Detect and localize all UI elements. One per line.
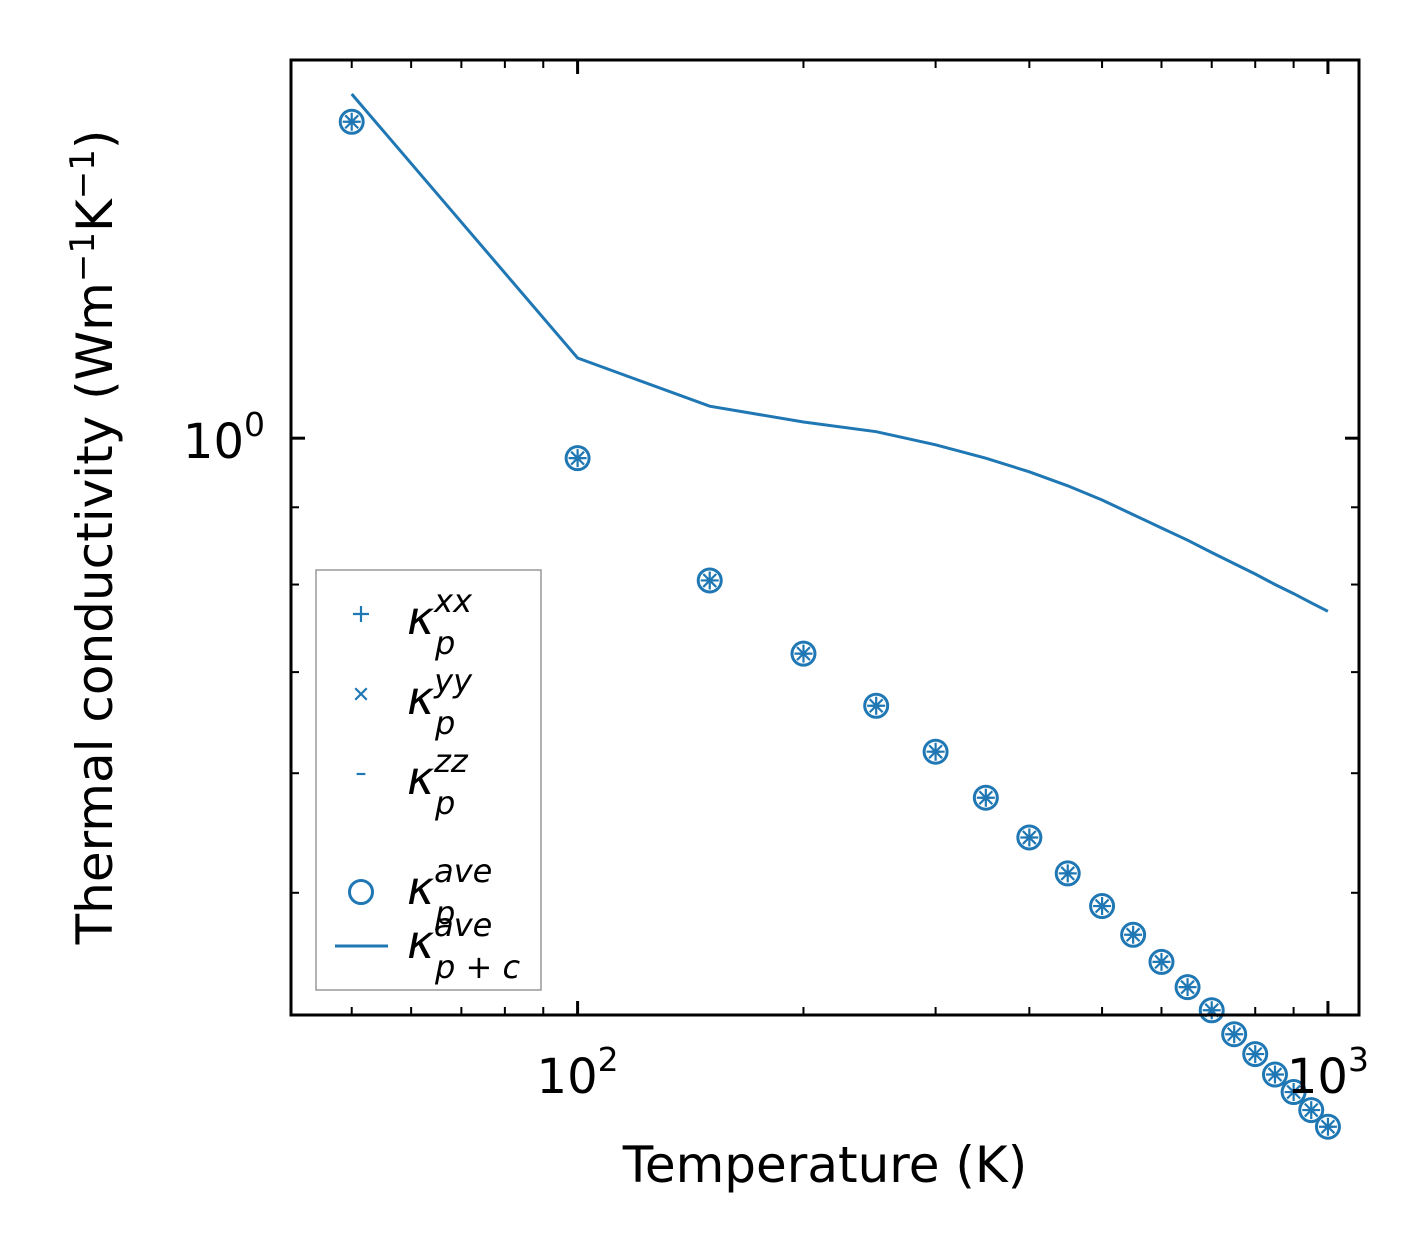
marker-kp_ave — [1221, 1021, 1248, 1048]
x-tick-label-base: 10 — [537, 1049, 598, 1105]
legend-label-sup: yy — [433, 662, 473, 700]
marker-kp_ave — [1089, 893, 1116, 920]
legend-label-base: κ — [407, 915, 434, 969]
marker-kp_ave — [1242, 1041, 1269, 1068]
marker-kp_ave — [696, 567, 723, 594]
legend-symbol — [354, 687, 368, 701]
legend-label: κave p + c — [407, 906, 520, 986]
legend-label-sub: p — [434, 894, 455, 932]
marker-kp_ave — [1054, 860, 1081, 887]
y-axis-label-close: ) — [66, 130, 124, 150]
series-kpc_ave — [350, 93, 1329, 613]
marker-kp_ave — [1016, 824, 1043, 851]
legend-label-sup: xx — [433, 582, 473, 620]
data-series — [338, 93, 1341, 1140]
series-line-kpc_ave — [350, 93, 1329, 613]
legend-label-base: κ — [407, 591, 434, 645]
marker-kp_ave — [1120, 921, 1147, 948]
marker-kp_ave — [972, 784, 999, 811]
x-tick-label-base: 10 — [1287, 1049, 1348, 1105]
legend-label-sup: ave — [434, 852, 492, 890]
legend-entry-3: κave p — [348, 852, 492, 932]
legend-label-sub: p — [434, 784, 455, 822]
legend-symbol — [348, 879, 374, 905]
marker-kp_ave — [790, 640, 817, 667]
legend-frame — [315, 569, 542, 991]
y-axis-label-sup-2: −1 — [63, 149, 103, 199]
legend-symbol — [353, 606, 369, 622]
x-tick-label: 103 — [1287, 1040, 1369, 1105]
y-tick-label-base: 10 — [183, 414, 244, 470]
legend-entry-4: κave p + c — [335, 906, 520, 986]
marker-kp_ave — [922, 738, 949, 765]
marker-kp_ave — [1261, 1061, 1288, 1088]
legend-label-sub: p + c — [434, 948, 520, 986]
legend-entry-2: κzz p — [356, 742, 469, 822]
y-tick-label-exp: 0 — [244, 405, 265, 444]
legend-label: κave p — [407, 852, 492, 932]
legend-label-base: κ — [407, 751, 434, 805]
y-axis-label-sup-1: −1 — [63, 232, 103, 282]
legend-entry-1: κyy p — [354, 662, 473, 742]
marker-kp_ave — [863, 692, 890, 719]
x-tick-label-exp: 2 — [598, 1040, 619, 1079]
legend-label: κyy p — [407, 662, 473, 742]
series-kp_ave — [338, 108, 1341, 1140]
plot-frame — [289, 58, 1361, 1017]
marker-kp_ave — [1174, 974, 1201, 1001]
legend-label-sub: p — [434, 624, 455, 662]
marker-kp_ave — [1198, 997, 1225, 1024]
legend-label: κzz p — [407, 742, 469, 822]
x-axis-label: Temperature (K) — [622, 1136, 1027, 1194]
y-axis-label: Thermal conductivity (Wm−1K−1) — [63, 130, 124, 946]
marker-kp_ave — [1280, 1079, 1307, 1106]
legend-entry-0: κxx p — [353, 582, 473, 662]
x-tick-label-exp: 3 — [1348, 1040, 1369, 1079]
legend-label-base: κ — [407, 861, 434, 915]
x-tick-label: 102 — [537, 1040, 619, 1105]
legend-label-base: κ — [407, 671, 434, 725]
y-tick-label: 100 — [183, 405, 265, 470]
major-ticks — [291, 60, 1359, 1015]
legend-label: κxx p — [407, 582, 473, 662]
marker-kp_ave — [338, 108, 365, 135]
y-axis-label-unit-k: K — [66, 198, 124, 232]
marker-kp_ave — [564, 445, 591, 472]
marker-kp_ave — [1314, 1113, 1341, 1140]
series-kp_zz — [346, 120, 1333, 1128]
marker-kp_ave — [1148, 948, 1175, 975]
legend-label-sup: ave — [434, 906, 492, 944]
legend-label-sup: zz — [433, 742, 469, 780]
marker-kp_ave — [1298, 1097, 1325, 1124]
y-axis-label-main: Thermal conductivity (Wm — [66, 282, 124, 945]
legend-label-sub: p — [434, 704, 455, 742]
